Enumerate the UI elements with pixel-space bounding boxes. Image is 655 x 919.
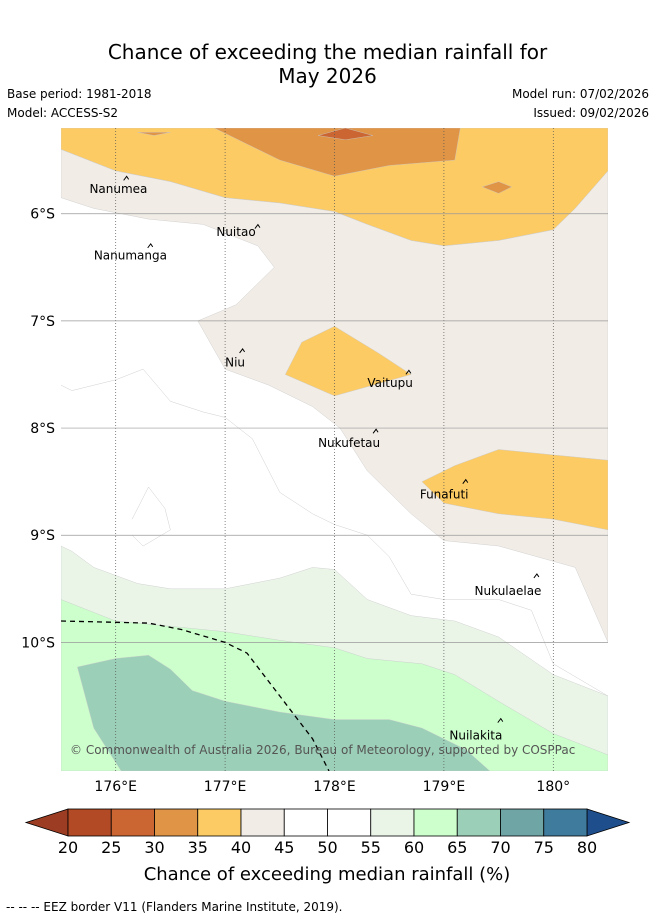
colorbar-swatch-50-55 <box>327 808 372 837</box>
y-tick-7: 7°S <box>30 314 55 330</box>
white-contour-1 <box>131 486 171 547</box>
island-label-nukulaelae: Nukulaelae <box>475 584 542 598</box>
island-mark-vaitupu <box>405 369 412 375</box>
x-tick-177: 177°E <box>204 779 247 795</box>
islands: Nanumea Nuitao Nanumanga Niu Vaitupu Nukufeta… <box>89 175 542 743</box>
chart-title-line2: May 2026 <box>278 64 377 88</box>
colorbar-swatch-25-30 <box>110 808 155 837</box>
rainfall-map: Nanumea Nuitao Nanumanga Niu Vaitupu Nukufeta… <box>21 128 631 885</box>
axis-ticks: 176°E 177°E 178°E 179°E 180° 6°S 7°S 8°S 9°S 10°S <box>21 207 570 795</box>
region-30-35-3 <box>481 181 513 194</box>
island-mark-niu <box>239 348 246 354</box>
colorbar-tick-75: 75 <box>534 838 554 857</box>
colorbar-under-arrow <box>24 808 69 837</box>
island-mark-nukulaelae <box>533 573 540 579</box>
region-25-30-4 <box>318 128 373 141</box>
issued-text: Issued: 09/02/2026 <box>533 106 649 120</box>
colorbar-title: Chance of exceeding median rainfall (%) <box>144 864 511 885</box>
colorbar-swatch-55-60 <box>370 808 415 837</box>
gridlines <box>61 128 608 771</box>
eez-footnote: -- -- -- EEZ border V11 (Flanders Marine… <box>6 900 343 914</box>
colorbar-swatch-70-75 <box>500 808 545 837</box>
y-tick-6: 6°S <box>30 207 55 223</box>
y-tick-8: 8°S <box>30 421 55 437</box>
white-contour-0 <box>61 368 608 697</box>
colorbar-tick-50: 50 <box>317 838 337 857</box>
chart-title-line1: Chance of exceeding the median rainfall … <box>107 40 548 64</box>
white-contours <box>61 368 608 697</box>
colorbar-swatch-75-80 <box>543 808 588 837</box>
island-label-nuilakita: Nuilakita <box>449 729 502 743</box>
colorbar-swatch-40-45 <box>240 808 285 837</box>
eez-border <box>61 620 330 771</box>
colorbar-tick-25: 25 <box>101 838 121 857</box>
colorbar-tick-70: 70 <box>490 838 510 857</box>
colorbar-tick-60: 60 <box>404 838 424 857</box>
copyright-credit: © Commonwealth of Australia 2026, Bureau… <box>70 743 575 757</box>
y-tick-9: 9°S <box>30 528 55 544</box>
colorbar-tick-55: 55 <box>361 838 381 857</box>
island-mark-nanumea <box>123 175 130 181</box>
colorbar-tick-65: 65 <box>447 838 467 857</box>
region-35-40-6 <box>285 326 412 397</box>
colorbar-tick-80: 80 <box>577 838 597 857</box>
island-label-niu: Niu <box>225 356 245 370</box>
region-30-35-2 <box>137 132 171 136</box>
island-label-nanumanga: Nanumanga <box>94 249 167 263</box>
base-period-text: Base period: 1981-2018 <box>7 87 152 101</box>
eez-border-line <box>61 620 330 771</box>
island-label-nanumea: Nanumea <box>89 182 147 196</box>
plot-area: Nanumea Nuitao Nanumanga Niu Vaitupu Nukufeta… <box>61 128 608 771</box>
x-tick-179: 179°E <box>423 779 466 795</box>
x-tick-176: 176°E <box>94 779 137 795</box>
island-label-vaitupu: Vaitupu <box>367 376 413 390</box>
island-label-funafuti: Funafuti <box>420 488 469 502</box>
island-mark-nuitao <box>254 223 261 229</box>
x-tick-178: 178°E <box>313 779 356 795</box>
colorbar-tick-30: 30 <box>144 838 164 857</box>
island-label-nukufetau: Nukufetau <box>318 436 380 450</box>
colorbar-over-arrow <box>586 808 631 837</box>
colorbar-tick-45: 45 <box>274 838 294 857</box>
island-mark-nanumanga <box>147 243 154 249</box>
colorbar-swatch-45-50 <box>283 808 328 837</box>
region-35-40-7 <box>421 449 608 531</box>
colorbar-swatch-65-70 <box>456 808 501 837</box>
island-label-nuitao: Nuitao <box>216 225 255 239</box>
model-run-text: Model run: 07/02/2026 <box>511 87 649 101</box>
island-mark-nukufetau <box>372 428 379 434</box>
model-text: Model: ACCESS-S2 <box>7 106 119 120</box>
colorbar-swatch-60-65 <box>413 808 458 837</box>
colorbar-tick-35: 35 <box>188 838 208 857</box>
colorbar: 20 25 30 35 40 45 50 55 60 65 70 75 80 <box>24 808 631 857</box>
island-mark-nuilakita <box>497 717 504 723</box>
colorbar-swatch-30-35 <box>154 808 199 837</box>
colorbar-swatch-35-40 <box>197 808 242 837</box>
colorbar-tick-20: 20 <box>58 838 78 857</box>
colorbar-tick-40: 40 <box>231 838 251 857</box>
y-tick-10: 10°S <box>21 635 55 651</box>
colorbar-swatch-20-25 <box>67 808 112 837</box>
island-mark-funafuti <box>462 478 469 484</box>
region-30-35-1 <box>214 128 461 177</box>
x-tick-180: 180° <box>536 779 570 795</box>
